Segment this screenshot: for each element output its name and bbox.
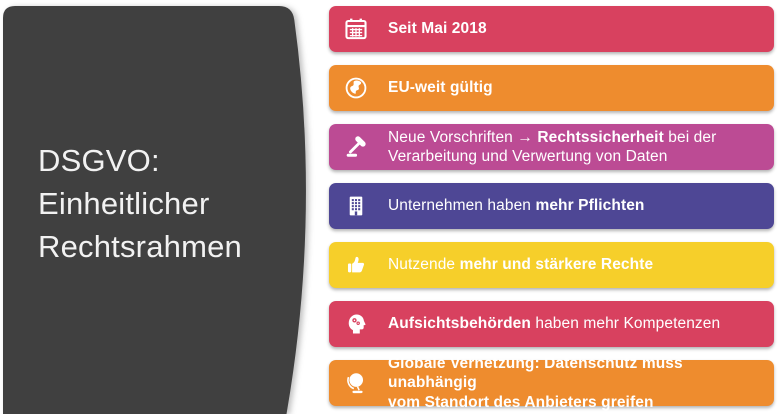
bar-text: Nutzende mehr und stärkere Rechte bbox=[388, 256, 654, 274]
gavel-icon bbox=[343, 134, 369, 160]
thumbs-up-icon bbox=[343, 252, 369, 278]
info-bar-aufsichtsbehoerden-kompetenzen: Aufsichtsbehörden haben mehr Kompetenzen bbox=[329, 301, 774, 347]
info-bar-unternehmen-mehr-pflichten: Unternehmen haben mehr Pflichten bbox=[329, 183, 774, 229]
info-bar-seit-mai-2018: Seit Mai 2018 bbox=[329, 6, 774, 52]
bar-text: Aufsichtsbehörden haben mehr Kompetenzen bbox=[388, 315, 721, 333]
bar-text: Neue Vorschriften → Rechtssicherheit bei… bbox=[388, 128, 717, 166]
bar-text: EU-weit gültig bbox=[388, 79, 493, 97]
info-bar-globale-vernetzung: Globale Vernetzung: Datenschutz muss una… bbox=[329, 355, 774, 411]
info-bar-eu-weit-gueltig: EU-weit gültig bbox=[329, 65, 774, 111]
globe-earth-icon bbox=[343, 75, 369, 101]
building-icon bbox=[343, 193, 369, 219]
slide-title: DSGVO: Einheitlicher Rechtsrahmen bbox=[38, 143, 242, 264]
bar-text: Unternehmen haben mehr Pflichten bbox=[388, 197, 645, 215]
bar-text: Seit Mai 2018 bbox=[388, 20, 487, 38]
info-bar-list: Seit Mai 2018 EU-weit gültig Neue Vorschri… bbox=[329, 6, 774, 411]
desk-globe-icon bbox=[343, 370, 369, 396]
calendar-icon bbox=[343, 16, 369, 42]
head-gears-icon bbox=[343, 311, 369, 337]
bar-text: Globale Vernetzung: Datenschutz muss una… bbox=[388, 354, 683, 411]
info-bar-nutzende-staerkere-rechte: Nutzende mehr und stärkere Rechte bbox=[329, 242, 774, 288]
info-bar-neue-vorschriften-rechtssicherheit: Neue Vorschriften → Rechtssicherheit bei… bbox=[329, 124, 774, 170]
